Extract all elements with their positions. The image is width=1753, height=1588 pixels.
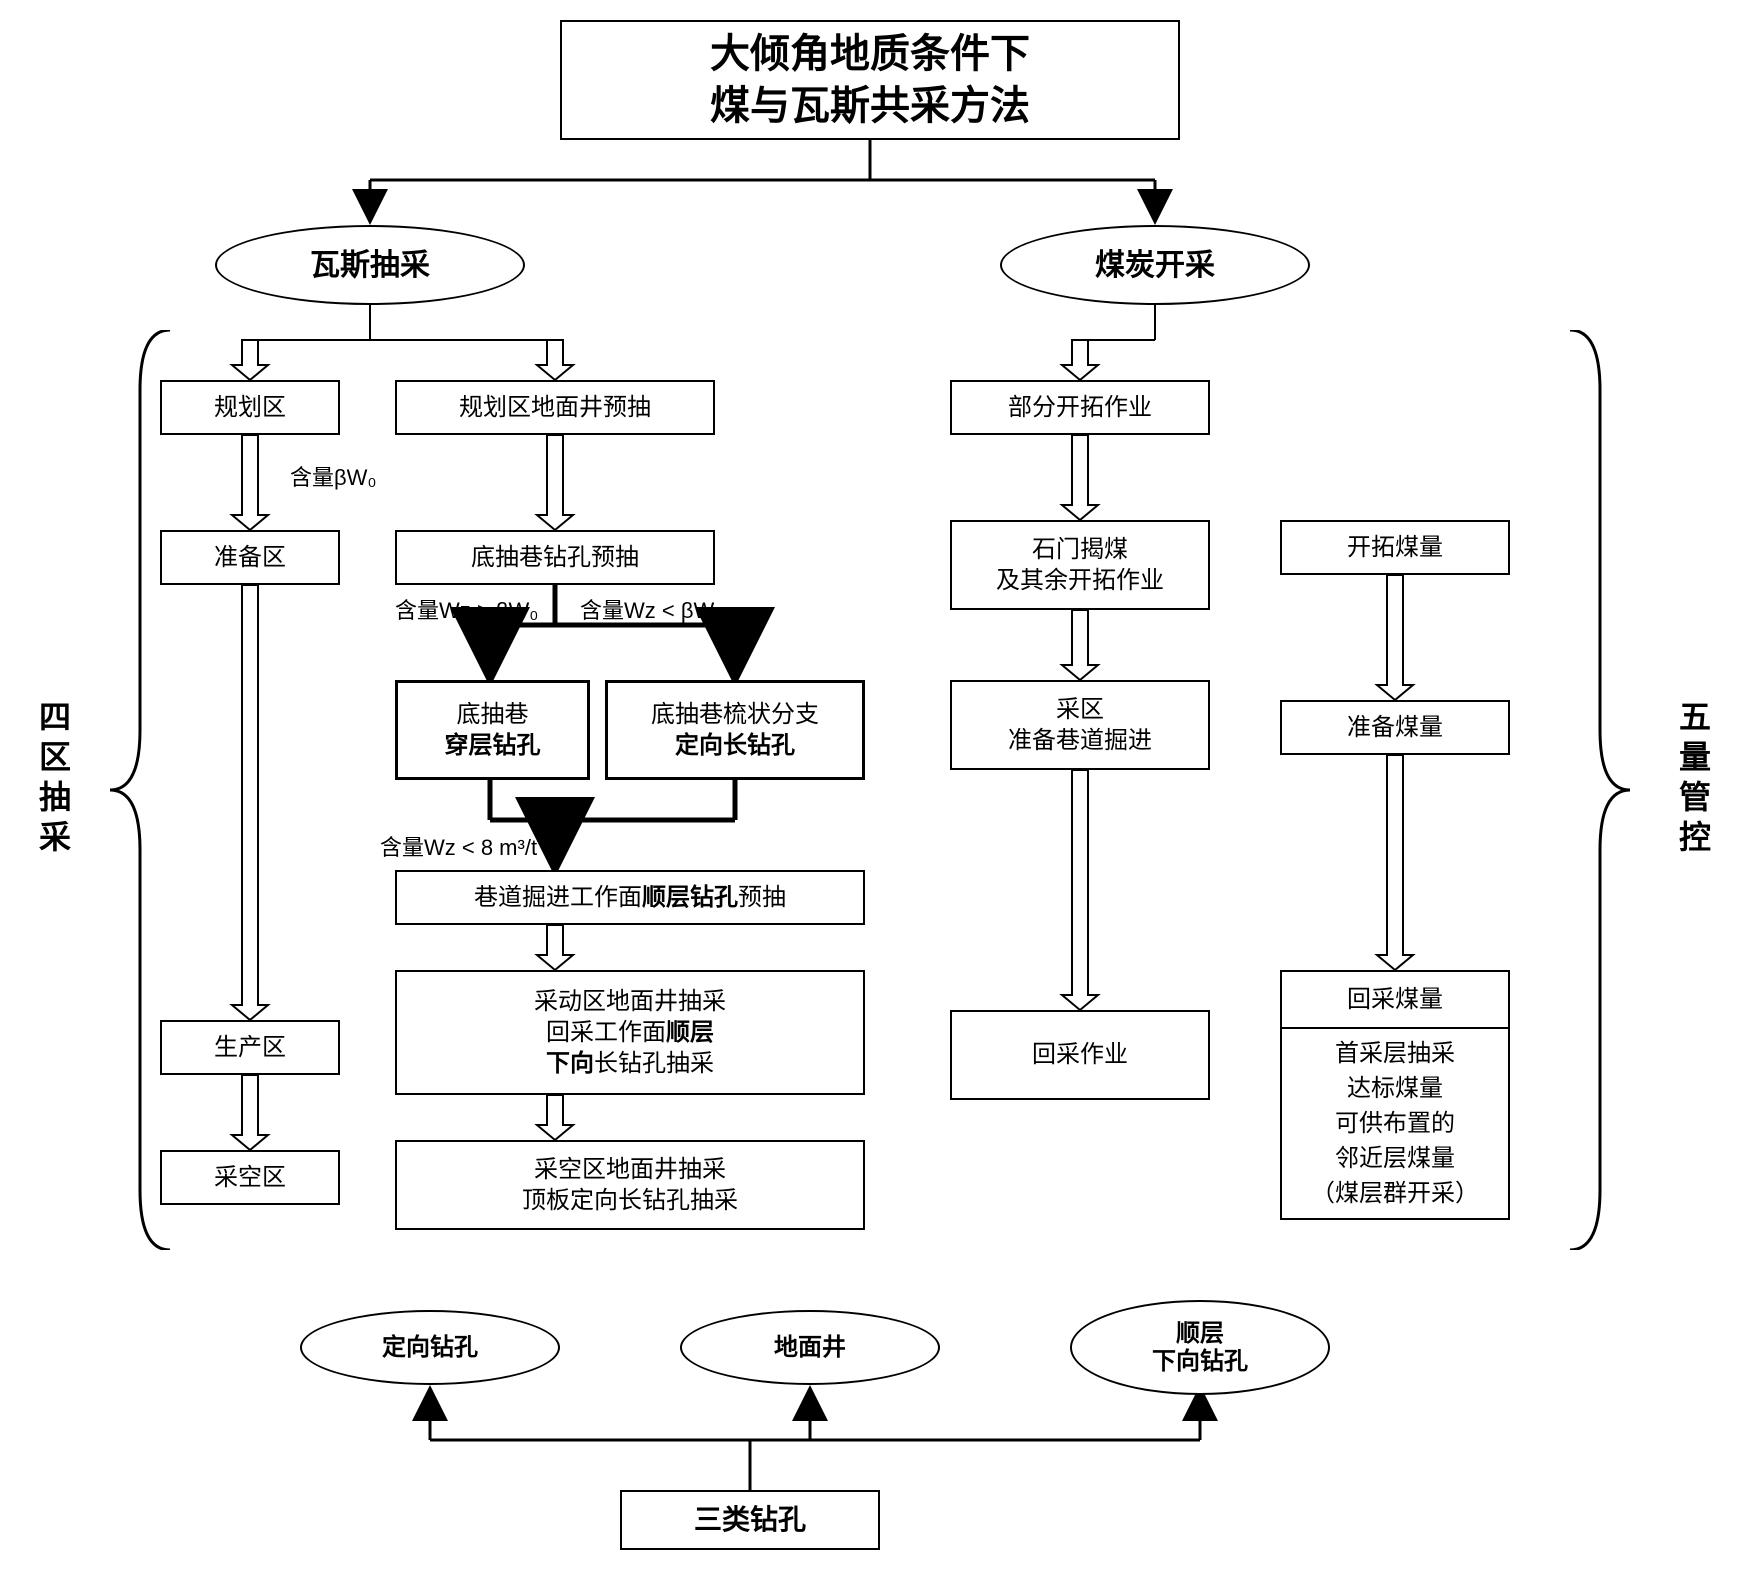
bottom-bedding-down: 顺层 下向钻孔: [1070, 1300, 1330, 1395]
anno-wz-gt: 含量Wz > βW₀: [395, 593, 538, 625]
colC-extraction: 回采作业: [950, 1010, 1210, 1100]
colA-production: 生产区: [160, 1020, 340, 1075]
anno-beta-w0: 含量βW₀: [290, 460, 377, 492]
title-line1: 大倾角地质条件下: [710, 28, 1030, 80]
colB-bedding-predrain: 巷道掘进工作面顺层钻孔预抽: [395, 870, 865, 925]
colA-planning: 规划区: [160, 380, 340, 435]
bottom-directional: 定向钻孔: [300, 1310, 560, 1385]
colD-extraction-reserves: 回采煤量 首采层抽采 达标煤量 可供布置的 邻近层煤量 （煤层群开采）: [1280, 970, 1510, 1220]
colB-mining-area-drain: 采动区地面井抽采 回采工作面顺层 下向长钻孔抽采: [395, 970, 865, 1095]
cat-gas-extraction: 瓦斯抽采: [215, 225, 525, 305]
colB-cross-borehole: 底抽巷 穿层钻孔: [395, 680, 590, 780]
side-label-right: 五量管控: [1670, 700, 1716, 860]
colD-prep-reserves: 准备煤量: [1280, 700, 1510, 755]
cat-coal-mining: 煤炭开采: [1000, 225, 1310, 305]
title-line2: 煤与瓦斯共采方法: [710, 80, 1030, 132]
anno-wz-lt: 含量Wz < βW₀: [580, 593, 723, 625]
side-label-left: 四区抽采: [30, 700, 76, 860]
colD-dev-reserves: 开拓煤量: [1280, 520, 1510, 575]
brace-right: [1550, 330, 1640, 1250]
colA-goaf: 采空区: [160, 1150, 340, 1205]
bottom-source: 三类钻孔: [620, 1490, 880, 1550]
bottom-surface-well: 地面井: [680, 1310, 940, 1385]
brace-left: [100, 330, 190, 1250]
colC-partial-dev: 部分开拓作业: [950, 380, 1210, 435]
colB-floor-roadway: 底抽巷钻孔预抽: [395, 530, 715, 585]
colB-directional-borehole: 底抽巷梳状分支 定向长钻孔: [605, 680, 865, 780]
anno-wz-8: 含量Wz < 8 m³/t: [380, 830, 537, 862]
colA-prep: 准备区: [160, 530, 340, 585]
colC-panel-prep: 采区 准备巷道掘进: [950, 680, 1210, 770]
title-box: 大倾角地质条件下 煤与瓦斯共采方法: [560, 20, 1180, 140]
colB-surface-well: 规划区地面井预抽: [395, 380, 715, 435]
colC-crosscut: 石门揭煤 及其余开拓作业: [950, 520, 1210, 610]
colB-goaf-drain: 采空区地面井抽采 顶板定向长钻孔抽采: [395, 1140, 865, 1230]
